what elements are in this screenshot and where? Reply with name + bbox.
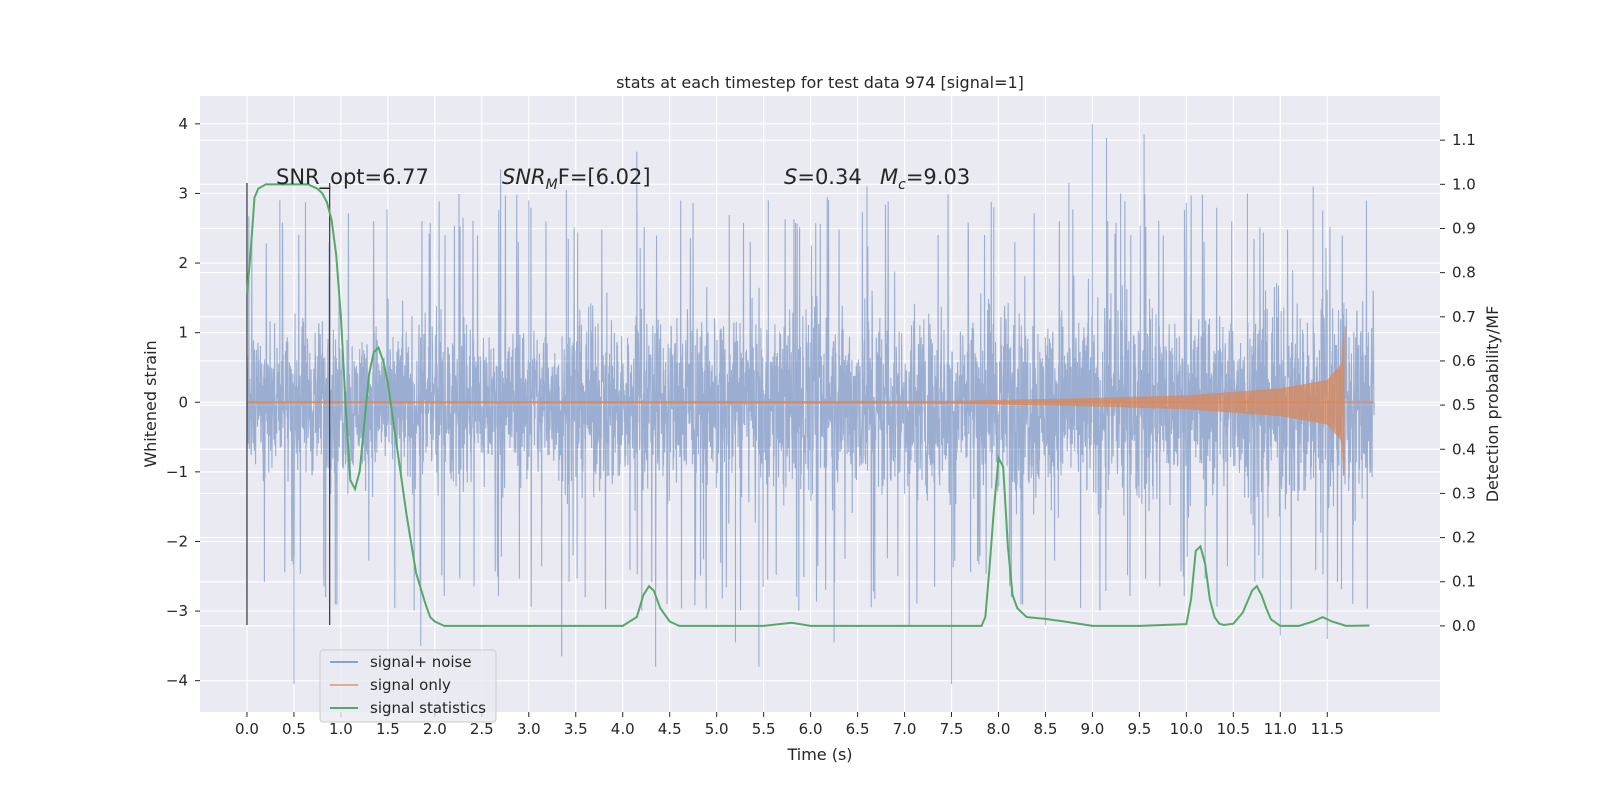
y-left-tick-label: 1 — [178, 324, 188, 342]
mc-label: M — [880, 165, 898, 189]
y-right-tick-label: 0.6 — [1452, 352, 1476, 370]
x-tick-label: 5.5 — [752, 720, 776, 738]
x-tick-label: 1.5 — [376, 720, 400, 738]
chart-title: stats at each timestep for test data 974… — [616, 73, 1024, 92]
x-tick-label: 2.0 — [423, 720, 447, 738]
x-axis-label: Time (s) — [786, 745, 852, 764]
y-axis-label-left: Whitened strain — [141, 340, 160, 467]
y-left-tick-label: 0 — [178, 393, 188, 411]
signal-statistics-line — [245, 183, 1370, 627]
x-tick-label: 8.5 — [1034, 720, 1058, 738]
x-tick-label: 7.0 — [893, 720, 917, 738]
y-right-tick-label: 0.0 — [1452, 617, 1476, 635]
y-left-tick-label: −4 — [166, 672, 188, 690]
y-right-tick-label: 0.4 — [1452, 440, 1476, 458]
x-tick-label: 5.0 — [705, 720, 729, 738]
vertical-markers — [246, 183, 331, 625]
s-label: S — [784, 165, 797, 189]
legend-label-signal-only: signal only — [370, 676, 451, 694]
y-right-tick-label: 1.1 — [1452, 131, 1476, 149]
x-tick-label: 9.0 — [1080, 720, 1104, 738]
annotation-mc: Mc=9.03 — [880, 165, 970, 193]
y-right-tick-label: 0.3 — [1452, 484, 1476, 502]
x-tick-label: 2.5 — [470, 720, 494, 738]
legend: signal+ noise signal only signal statist… — [319, 649, 497, 723]
y-right-tick-label: 0.8 — [1452, 264, 1476, 282]
s-value: =0.34 — [797, 165, 861, 189]
snr-mf-main: SNR — [502, 165, 546, 189]
y-right-tick-label: 0.2 — [1452, 529, 1476, 547]
x-tick-label: 3.0 — [517, 720, 541, 738]
mc-value: =9.03 — [906, 165, 970, 189]
x-tick-label: 3.5 — [564, 720, 588, 738]
x-tick-label: 7.5 — [940, 720, 964, 738]
y-left-tick-label: −2 — [166, 532, 188, 550]
snr-mf-sub: M — [546, 177, 558, 193]
axis-ticks: 0.0 0.5 1.0 1.5 2.0 2.5 3.0 3.5 4.0 4.5 5.0 5.5 6.0 6… — [166, 115, 1476, 738]
x-tick-label: 0.0 — [235, 720, 259, 738]
y-left-tick-label: 3 — [178, 184, 188, 202]
x-tick-label: 0.5 — [282, 720, 306, 738]
y-left-tick-label: −1 — [166, 463, 188, 481]
y-left-tick-label: −3 — [166, 602, 188, 620]
y-left-tick-label: 2 — [178, 254, 188, 272]
x-tick-label: 6.0 — [799, 720, 823, 738]
signal-noise-series — [246, 123, 1375, 685]
y-right-tick-label: 0.1 — [1452, 573, 1476, 591]
x-tick-label: 6.5 — [846, 720, 870, 738]
x-tick-label: 10.0 — [1170, 720, 1203, 738]
signal-only-series — [246, 325, 1375, 476]
y-right-tick-label: 1.0 — [1452, 175, 1476, 193]
mc-sub: c — [898, 177, 906, 193]
x-tick-label: 4.0 — [611, 720, 635, 738]
y-axis-label-right: Detection probability/MF — [1483, 306, 1502, 503]
x-tick-label: 11.5 — [1311, 720, 1344, 738]
legend-label-signal-noise: signal+ noise — [370, 653, 472, 671]
y-right-tick-label: 0.7 — [1452, 308, 1476, 326]
annotation-s: S=0.34 — [784, 165, 862, 189]
legend-box — [319, 649, 497, 723]
signal-statistics-series — [245, 183, 1370, 627]
y-right-tick-label: 0.9 — [1452, 219, 1476, 237]
legend-label-signal-statistics: signal statistics — [370, 699, 486, 717]
y-left-tick-label: 4 — [178, 115, 188, 133]
y-right-tick-label: 0.5 — [1452, 396, 1476, 414]
annotation-snr-opt: SNR_opt=6.77 — [276, 165, 429, 190]
x-tick-label: 1.0 — [329, 720, 353, 738]
x-tick-label: 11.0 — [1264, 720, 1297, 738]
x-tick-label: 10.5 — [1217, 720, 1250, 738]
x-tick-label: 9.5 — [1127, 720, 1151, 738]
x-tick-label: 8.0 — [987, 720, 1011, 738]
signal-noise-line — [246, 123, 1375, 685]
snr-mf-rest: F=[6.02] — [558, 165, 651, 189]
annotation-snr-mf: SNRMF=[6.02] — [502, 165, 651, 193]
x-tick-label: 4.5 — [658, 720, 682, 738]
